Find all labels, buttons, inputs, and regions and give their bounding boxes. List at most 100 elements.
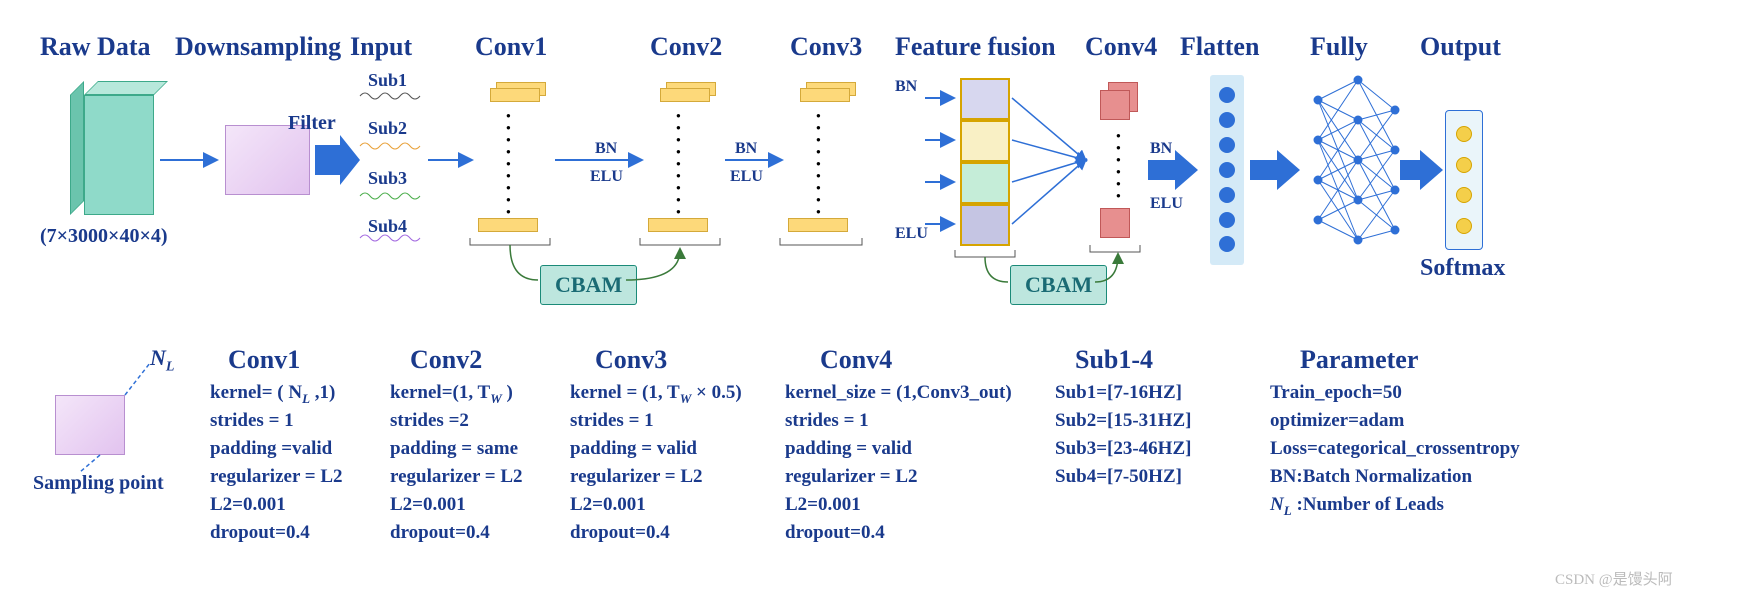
flatten-dot <box>1219 112 1235 128</box>
c2-l1: kernel=(1, TW ) <box>390 382 513 407</box>
flatten-dot <box>1219 87 1235 103</box>
conv2-bar-bot <box>648 218 708 232</box>
flatten-dot <box>1219 212 1235 228</box>
watermark: CSDN @是馒头阿 <box>1555 568 1673 589</box>
ff-elu: ELU <box>895 225 928 243</box>
output-dot <box>1456 187 1472 203</box>
bn-1: BN <box>595 140 617 158</box>
sampling-label: Sampling point <box>33 472 164 495</box>
flatten-col <box>1210 75 1244 265</box>
conv4-sq-a <box>1100 90 1130 120</box>
sampling-box <box>55 395 125 455</box>
sub-l2: Sub2=[15-31HZ] <box>1055 410 1191 432</box>
conv2-dots: ●●●●●●●●● <box>676 110 681 218</box>
conv4-elu: ELU <box>1150 195 1183 213</box>
conv4-sq-c <box>1100 208 1130 238</box>
c4-title: Conv4 <box>820 345 892 375</box>
output-dot <box>1456 157 1472 173</box>
c3-title: Conv3 <box>595 345 667 375</box>
sub-l1: Sub1=[7-16HZ] <box>1055 382 1182 404</box>
c3-l1: kernel = (1, TW × 0.5) <box>570 382 742 407</box>
c3-l4: regularizer = L2 <box>570 466 703 488</box>
output-col <box>1445 110 1483 250</box>
cbam-2: CBAM <box>1010 265 1107 305</box>
cbam-1: CBAM <box>540 265 637 305</box>
conv3-bar-bot <box>788 218 848 232</box>
elu-1: ELU <box>590 168 623 186</box>
conv1-bar-top-a <box>490 88 540 102</box>
sub4-label: Sub4 <box>368 216 407 237</box>
title-down: Downsampling <box>175 32 341 62</box>
c1-l4: regularizer = L2 <box>210 466 343 488</box>
softmax-label: Softmax <box>1420 255 1505 282</box>
title-fully: Fully <box>1310 32 1368 62</box>
param-l5: NL :Number of Leads <box>1270 494 1444 519</box>
title-conv2: Conv2 <box>650 32 722 62</box>
c1-l6: dropout=0.4 <box>210 522 310 544</box>
c1-l5: L2=0.001 <box>210 494 286 516</box>
title-raw: Raw Data <box>40 32 151 62</box>
filter-label: Filter <box>288 112 336 135</box>
flatten-dot <box>1219 187 1235 203</box>
flatten-dot <box>1219 162 1235 178</box>
conv4-bn: BN <box>1150 140 1172 158</box>
c2-l2: strides =2 <box>390 410 469 432</box>
c1-l2: strides = 1 <box>210 410 294 432</box>
c4-l1: kernel_size = (1,Conv3_out) <box>785 382 1012 404</box>
output-dot <box>1456 218 1472 234</box>
title-conv3: Conv3 <box>790 32 862 62</box>
conv1-bar-bot <box>478 218 538 232</box>
raw-dims: (7×3000×40×4) <box>40 225 168 248</box>
title-conv4: Conv4 <box>1085 32 1157 62</box>
c2-l5: L2=0.001 <box>390 494 466 516</box>
conv4-dots: ●●●●●● <box>1116 130 1121 202</box>
elu-2: ELU <box>730 168 763 186</box>
title-input: Input <box>350 32 412 62</box>
sub3-label: Sub3 <box>368 168 407 189</box>
ff-block-1 <box>960 78 1010 120</box>
flatten-dot <box>1219 137 1235 153</box>
ff-bn: BN <box>895 78 917 96</box>
sub1-label: Sub1 <box>368 70 407 91</box>
param-title: Parameter <box>1300 345 1418 375</box>
output-dot <box>1456 126 1472 142</box>
sub-l3: Sub3=[23-46HZ] <box>1055 438 1191 460</box>
bn-2: BN <box>735 140 757 158</box>
c4-l6: dropout=0.4 <box>785 522 885 544</box>
flatten-dot <box>1219 236 1235 252</box>
ff-block-2 <box>960 120 1010 162</box>
conv1-dots: ●●●●●●●●● <box>506 110 511 218</box>
c4-l4: regularizer = L2 <box>785 466 918 488</box>
c3-l2: strides = 1 <box>570 410 654 432</box>
c2-l4: regularizer = L2 <box>390 466 523 488</box>
param-l1: Train_epoch=50 <box>1270 382 1402 404</box>
param-l2: optimizer=adam <box>1270 410 1404 432</box>
conv2-bar-top-a <box>660 88 710 102</box>
title-flatten: Flatten <box>1180 32 1259 62</box>
nl-symbol: NL <box>150 345 174 375</box>
c2-l3: padding = same <box>390 438 518 460</box>
sub-title: Sub1-4 <box>1075 345 1153 375</box>
c4-l3: padding = valid <box>785 438 912 460</box>
sub2-label: Sub2 <box>368 118 407 139</box>
ff-block-4 <box>960 204 1010 246</box>
param-l3: Loss=categorical_crossentropy <box>1270 438 1520 460</box>
c2-title: Conv2 <box>410 345 482 375</box>
c3-l3: padding = valid <box>570 438 697 460</box>
c1-title: Conv1 <box>228 345 300 375</box>
param-l4: BN:Batch Normalization <box>1270 466 1472 488</box>
c3-l6: dropout=0.4 <box>570 522 670 544</box>
c1-l1: kernel= ( NL ,1) <box>210 382 335 407</box>
c4-l2: strides = 1 <box>785 410 869 432</box>
conv3-bar-top-a <box>800 88 850 102</box>
title-output: Output <box>1420 32 1501 62</box>
sub-l4: Sub4=[7-50HZ] <box>1055 466 1182 488</box>
conv3-dots: ●●●●●●●●● <box>816 110 821 218</box>
c4-l5: L2=0.001 <box>785 494 861 516</box>
c2-l6: dropout=0.4 <box>390 522 490 544</box>
ff-block-3 <box>960 162 1010 204</box>
title-ff: Feature fusion <box>895 32 1056 62</box>
downsample-box <box>225 125 310 195</box>
c1-l3: padding =valid <box>210 438 332 460</box>
title-conv1: Conv1 <box>475 32 547 62</box>
